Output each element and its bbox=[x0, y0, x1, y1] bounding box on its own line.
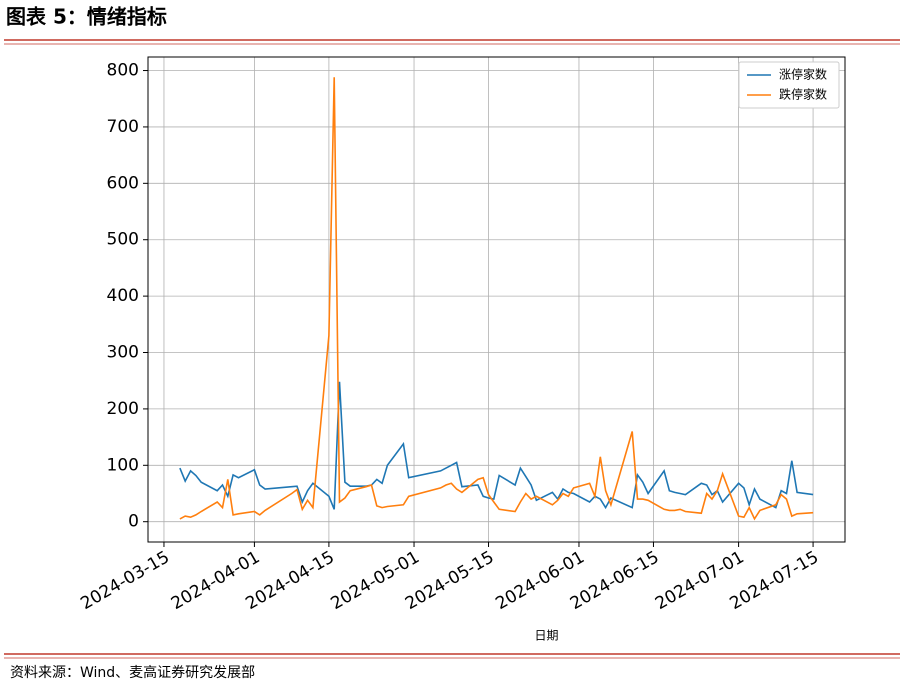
y-tick-label: 300 bbox=[107, 343, 139, 363]
y-tick-label: 600 bbox=[107, 173, 139, 193]
series-line bbox=[179, 381, 814, 510]
legend-box bbox=[738, 61, 840, 109]
y-tick-label: 800 bbox=[107, 61, 139, 81]
x-axis-label: 日期 bbox=[534, 629, 558, 643]
y-tick-label: 700 bbox=[107, 117, 139, 137]
y-tick-label: 0 bbox=[128, 512, 139, 532]
series-line bbox=[179, 77, 814, 521]
y-tick-label: 100 bbox=[107, 455, 139, 475]
legend-label: 涨停家数 bbox=[779, 67, 827, 82]
source-note: 资料来源：Wind、麦高证券研究发展部 bbox=[10, 664, 255, 681]
y-tick-label: 400 bbox=[107, 286, 139, 306]
y-tick-label: 200 bbox=[107, 399, 139, 419]
x-tick-label: 2024-03-15 bbox=[77, 547, 173, 614]
y-tick-label: 500 bbox=[107, 230, 139, 250]
legend-label: 跌停家数 bbox=[779, 87, 827, 102]
page-title: 图表 5：情绪指标 bbox=[6, 5, 167, 29]
plot-frame bbox=[147, 56, 846, 543]
